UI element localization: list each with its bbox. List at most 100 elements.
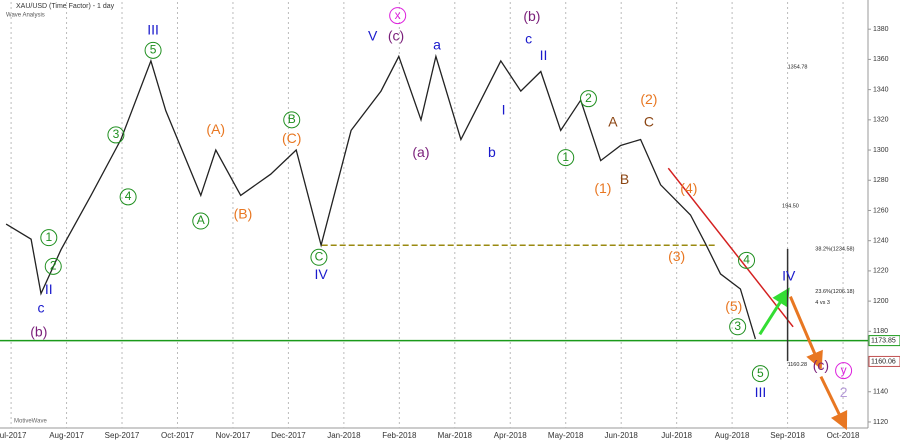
note: 1160.28 bbox=[788, 362, 807, 368]
wave-label: C bbox=[315, 249, 324, 263]
note: 1354.78 bbox=[788, 65, 808, 71]
wave-circle bbox=[107, 126, 125, 144]
wave-circle bbox=[144, 41, 162, 59]
wave-label: I bbox=[502, 101, 506, 117]
wave-label: (A) bbox=[206, 121, 225, 137]
wave-label: 3 bbox=[734, 319, 741, 333]
wave-label: A bbox=[608, 114, 618, 130]
wave-label: 4 bbox=[125, 189, 132, 203]
y-tick-label: 1220 bbox=[873, 268, 889, 275]
wave-label: 3 bbox=[113, 127, 120, 141]
x-tick-label: Apr-2018 bbox=[494, 431, 527, 440]
wave-label: x bbox=[395, 8, 401, 22]
x-tick-label: Jul-2017 bbox=[0, 431, 27, 440]
y-tick-label: 1120 bbox=[873, 419, 888, 426]
wave-circle bbox=[283, 111, 301, 129]
wave-label: III bbox=[147, 21, 159, 37]
wave-label: (2) bbox=[640, 91, 657, 107]
x-tick-label: Sep-2018 bbox=[770, 431, 805, 440]
projection bbox=[667, 167, 794, 328]
wave-label: (c) bbox=[813, 357, 829, 373]
price-tag bbox=[868, 335, 900, 347]
wave-label: (1) bbox=[594, 180, 611, 196]
y-tick-label: 1240 bbox=[873, 238, 889, 245]
y-tick-label: 1180 bbox=[873, 328, 888, 335]
wave-label: 4 bbox=[743, 252, 750, 266]
wave-label: 2 bbox=[585, 91, 592, 105]
y-tick-label: 1380 bbox=[873, 26, 889, 33]
wave-circle bbox=[835, 362, 853, 380]
price-line bbox=[5, 53, 757, 340]
wave-label: a bbox=[433, 37, 441, 53]
wave-label: 2 bbox=[840, 384, 848, 400]
wave-label: IV bbox=[315, 266, 329, 282]
x-tick-label: Aug-2018 bbox=[715, 431, 750, 440]
note: 4 vs 3 bbox=[815, 300, 830, 306]
note: 194.50 bbox=[782, 203, 799, 209]
price-tag-label: 1173.85 bbox=[871, 337, 896, 344]
wave-label: (B) bbox=[234, 206, 253, 222]
wave-label: V bbox=[368, 27, 378, 43]
wave-label: y bbox=[841, 363, 847, 377]
wave-label: 5 bbox=[150, 43, 157, 57]
x-tick-label: Mar-2018 bbox=[438, 431, 473, 440]
x-tick-label: Oct-2018 bbox=[827, 431, 860, 440]
wave-label: 1 bbox=[562, 150, 569, 164]
wave-label: II bbox=[45, 281, 53, 297]
x-tick-label: Nov-2017 bbox=[216, 431, 251, 440]
wave-label: (b) bbox=[523, 8, 540, 24]
wave-label: (5) bbox=[725, 298, 742, 314]
price-tag-label: 1160.06 bbox=[871, 358, 896, 365]
wave-circle bbox=[389, 7, 407, 25]
y-tick-label: 1260 bbox=[873, 207, 889, 214]
wave-label: (b) bbox=[30, 324, 47, 340]
wave-label: C bbox=[644, 114, 654, 130]
y-tick-label: 1140 bbox=[873, 389, 888, 396]
chart-subtitle: Wave Analysis bbox=[6, 13, 45, 19]
wave-label: c bbox=[38, 299, 45, 315]
chart-title: XAU/USD (Time Factor) - 1 day bbox=[16, 3, 115, 10]
wave-label: (3) bbox=[668, 248, 685, 264]
y-tick-label: 1280 bbox=[873, 177, 889, 184]
y-tick-label: 1300 bbox=[873, 147, 889, 154]
projection bbox=[789, 296, 823, 370]
wave-circle bbox=[119, 188, 137, 206]
wave-circle bbox=[738, 251, 756, 269]
wave-label: (C) bbox=[282, 130, 301, 146]
x-tick-label: Aug-2017 bbox=[49, 431, 84, 440]
x-tick-label: Sep-2017 bbox=[105, 431, 140, 440]
x-tick-label: Oct-2017 bbox=[161, 431, 194, 440]
wave-circle bbox=[729, 318, 747, 336]
price-tag bbox=[868, 355, 900, 367]
wave-circle bbox=[579, 90, 597, 108]
note: 23.6%(1206.18) bbox=[815, 289, 854, 295]
wave-label: IV bbox=[782, 268, 796, 284]
wave-circle bbox=[751, 365, 769, 383]
x-tick-label: Jun-2018 bbox=[605, 431, 639, 440]
y-tick-label: 1320 bbox=[873, 117, 889, 124]
wave-label: (4) bbox=[680, 180, 697, 196]
x-tick-label: May-2018 bbox=[548, 431, 584, 440]
wave-label: B bbox=[620, 171, 629, 187]
wave-label: B bbox=[288, 112, 296, 126]
wave-label: A bbox=[197, 213, 205, 227]
wave-label: II bbox=[540, 47, 548, 63]
wave-label: III bbox=[755, 384, 767, 400]
x-tick-label: Jul-2018 bbox=[661, 431, 692, 440]
note: 38.2%(1234.58) bbox=[815, 246, 854, 252]
wave-label: 5 bbox=[757, 366, 764, 380]
y-tick-label: 1340 bbox=[873, 86, 889, 93]
projection bbox=[758, 287, 790, 336]
wave-label: (a) bbox=[412, 144, 429, 160]
projection bbox=[819, 375, 848, 431]
x-tick-label: Jan-2018 bbox=[327, 431, 361, 440]
wave-label: (c) bbox=[388, 27, 404, 43]
wave-circle bbox=[557, 149, 575, 167]
wave-circle bbox=[40, 229, 58, 247]
wave-label: b bbox=[488, 144, 496, 160]
x-tick-label: Feb-2018 bbox=[382, 431, 417, 440]
wave-label: c bbox=[525, 30, 532, 46]
x-tick-label: Dec-2017 bbox=[271, 431, 306, 440]
